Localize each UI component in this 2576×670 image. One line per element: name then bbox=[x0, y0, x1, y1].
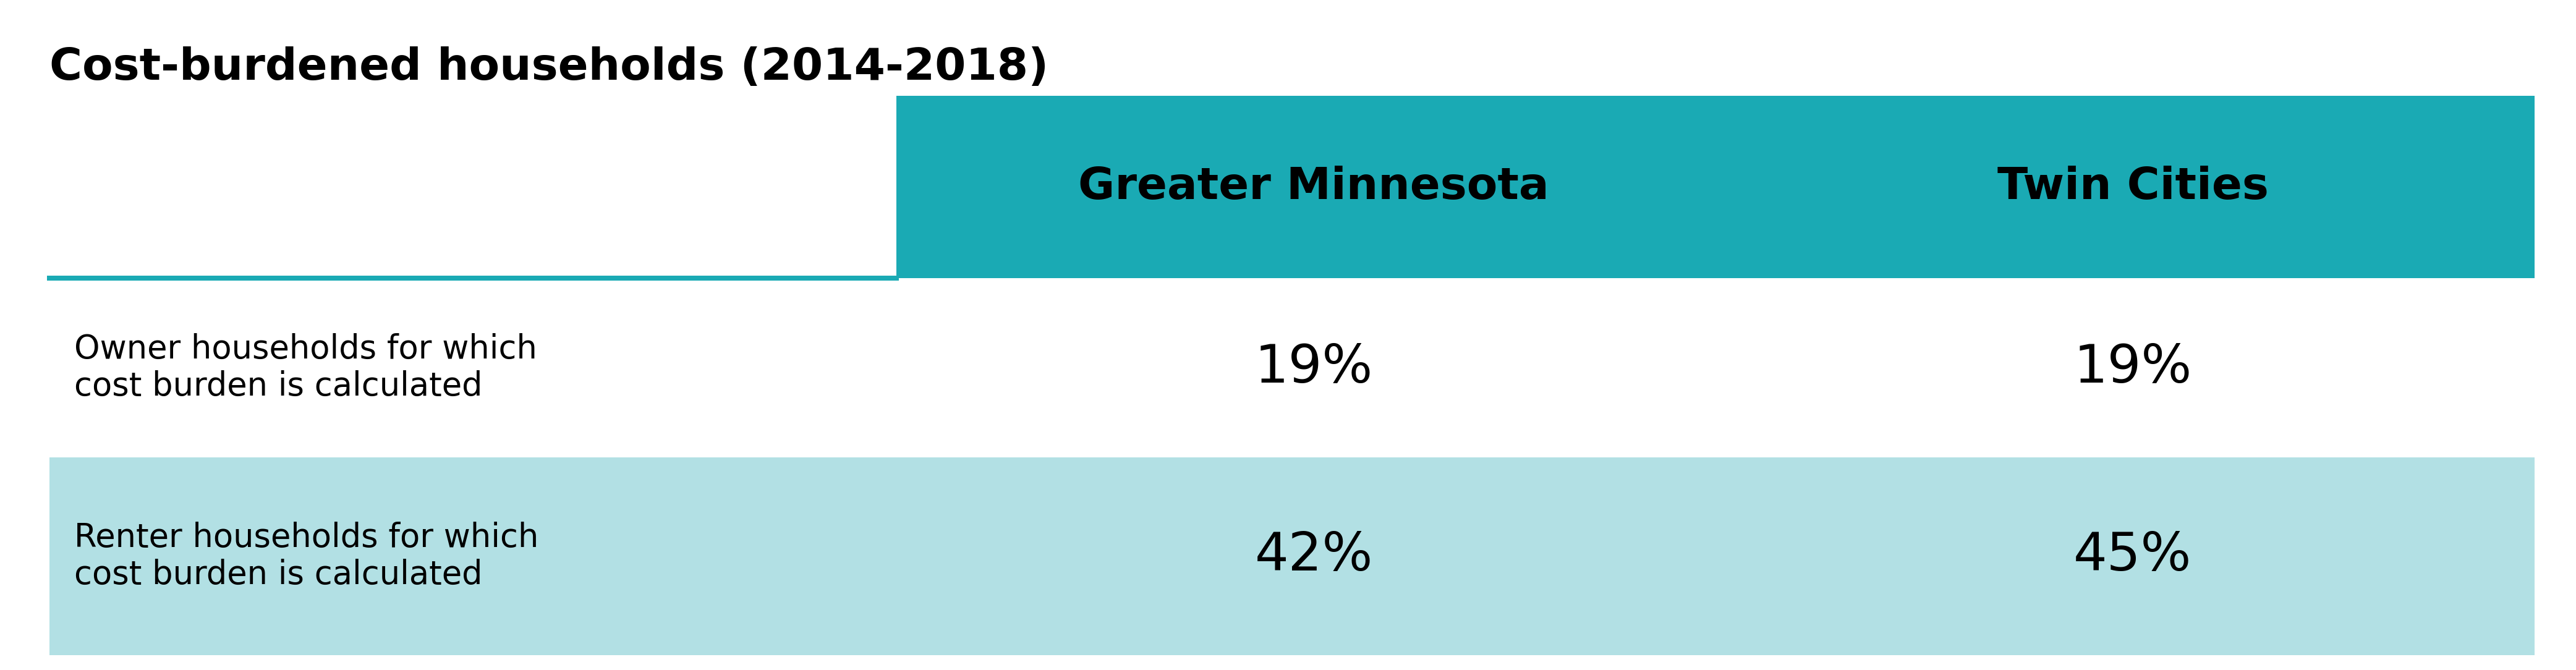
Text: 42%: 42% bbox=[1255, 531, 1373, 582]
Text: 19%: 19% bbox=[2074, 342, 2192, 393]
Text: Cost-burdened households (2014-2018): Cost-burdened households (2014-2018) bbox=[49, 46, 1048, 89]
Text: Owner households for which
cost burden is calculated: Owner households for which cost burden i… bbox=[75, 333, 538, 403]
Text: 45%: 45% bbox=[2074, 531, 2192, 582]
Text: 19%: 19% bbox=[1255, 342, 1373, 393]
Text: Greater Minnesota: Greater Minnesota bbox=[1079, 165, 1548, 208]
Text: Renter households for which
cost burden is calculated: Renter households for which cost burden … bbox=[75, 522, 538, 591]
Text: Twin Cities: Twin Cities bbox=[1996, 165, 2269, 208]
